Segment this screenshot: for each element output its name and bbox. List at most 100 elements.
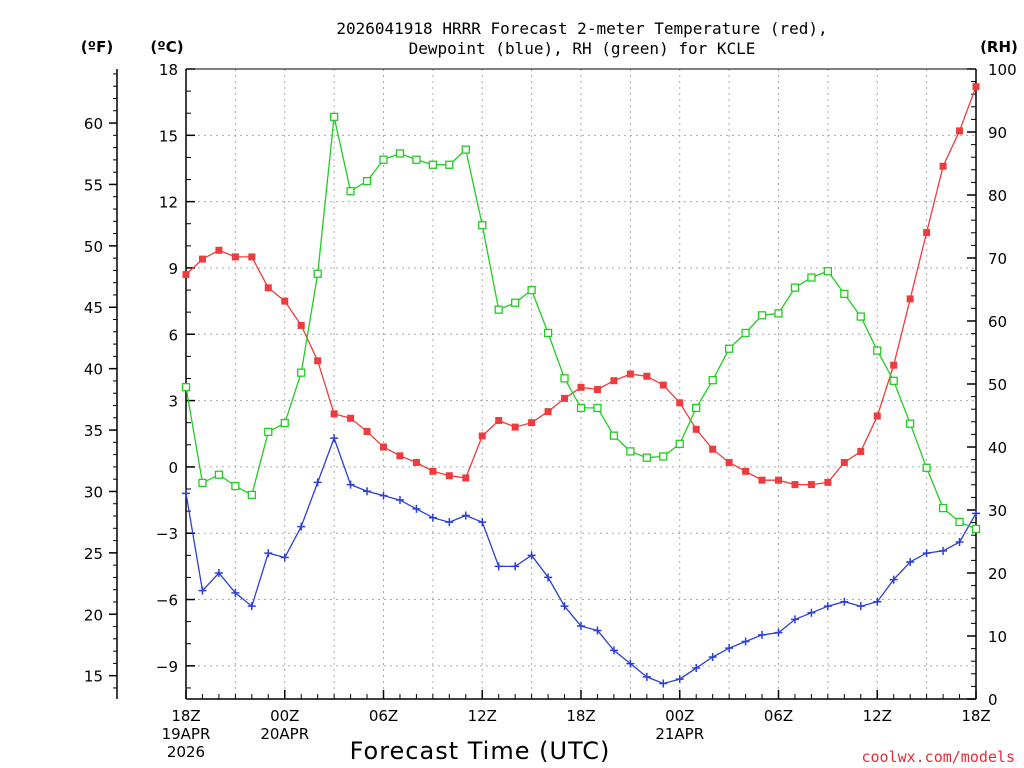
rh-tick-label: 90 xyxy=(988,124,1007,142)
data-point xyxy=(791,481,799,489)
chart-title-line2: Dewpoint (blue), RH (green) for KCLE xyxy=(409,39,756,58)
data-point xyxy=(758,630,767,639)
data-point xyxy=(923,229,931,237)
fahrenheit-tick-label: 30 xyxy=(84,483,103,501)
data-point xyxy=(724,344,734,353)
data-point xyxy=(264,549,273,558)
data-point xyxy=(675,675,684,684)
data-point xyxy=(577,622,585,631)
data-point xyxy=(593,626,602,635)
data-point xyxy=(214,470,224,479)
data-point xyxy=(231,588,240,597)
data-point xyxy=(248,253,256,261)
data-point xyxy=(363,487,372,496)
data-point xyxy=(807,481,815,489)
fahrenheit-tick-label: 20 xyxy=(84,606,103,624)
data-point xyxy=(231,253,239,261)
fahrenheit-tick-label: 60 xyxy=(84,115,103,133)
data-point xyxy=(857,447,865,455)
data-point xyxy=(429,467,437,475)
rh-tick-label: 70 xyxy=(988,250,1007,268)
data-point xyxy=(412,155,421,164)
data-point xyxy=(396,452,404,460)
data-point xyxy=(807,608,816,617)
data-point xyxy=(461,145,470,154)
data-point xyxy=(906,295,914,303)
data-point xyxy=(182,271,190,279)
data-point xyxy=(642,672,651,681)
fahrenheit-tick-label: 35 xyxy=(84,422,103,440)
data-point xyxy=(906,557,915,566)
data-point xyxy=(938,503,948,513)
data-point xyxy=(626,370,634,378)
data-point xyxy=(511,298,520,307)
data-point xyxy=(412,458,420,466)
data-point xyxy=(395,149,405,158)
data-point xyxy=(428,513,437,522)
x-axis-label: Forecast Time (UTC) xyxy=(350,737,611,765)
data-point xyxy=(971,524,981,534)
time-tick-label: 21APR xyxy=(655,725,704,743)
data-point xyxy=(840,458,848,466)
data-point xyxy=(297,368,306,377)
data-point xyxy=(231,481,240,491)
fahrenheit-tick-label: 55 xyxy=(84,176,103,194)
series-relative-humidity xyxy=(181,112,981,534)
data-point xyxy=(758,476,766,484)
data-point xyxy=(643,372,651,380)
celsius-tick-label: −3 xyxy=(156,525,178,543)
data-point xyxy=(840,289,849,299)
data-point xyxy=(889,376,898,386)
celsius-tick-label: 6 xyxy=(168,326,178,344)
chart-title-line1: 2026041918 HRRR Forecast 2-meter Tempera… xyxy=(336,19,827,38)
data-point xyxy=(478,518,487,527)
data-point xyxy=(346,480,355,489)
celsius-tick-label: 3 xyxy=(168,393,178,411)
data-point xyxy=(889,575,898,584)
data-point xyxy=(807,273,816,282)
data-point xyxy=(511,423,519,431)
data-point xyxy=(280,418,289,428)
rh-tick-label: 0 xyxy=(988,691,998,709)
data-point xyxy=(626,659,635,668)
data-point xyxy=(775,476,782,484)
data-point xyxy=(675,439,684,449)
time-tick-label: 12Z xyxy=(863,707,892,725)
data-point xyxy=(527,285,536,295)
data-point xyxy=(363,428,371,436)
data-point xyxy=(511,562,520,571)
time-tick-label: 00Z xyxy=(665,707,694,725)
data-point xyxy=(561,394,569,402)
celsius-tick-label: −6 xyxy=(156,592,178,610)
data-point xyxy=(741,637,750,646)
data-point xyxy=(330,434,339,443)
credit-label: coolwx.com/models xyxy=(861,748,1015,766)
data-point xyxy=(362,176,372,186)
data-point xyxy=(527,551,536,560)
data-point xyxy=(955,538,964,547)
data-series xyxy=(181,83,981,688)
data-point xyxy=(939,546,948,555)
data-point xyxy=(725,644,734,653)
data-point xyxy=(395,496,404,505)
data-point xyxy=(346,187,355,196)
data-point xyxy=(297,321,305,329)
data-point xyxy=(380,443,387,451)
data-point xyxy=(198,255,206,263)
data-point xyxy=(478,432,486,440)
data-point xyxy=(823,602,832,611)
time-tick-label: 18Z xyxy=(566,707,595,725)
data-point xyxy=(379,155,388,164)
data-point xyxy=(659,679,668,688)
data-point xyxy=(939,162,947,170)
data-point xyxy=(873,597,882,606)
data-point xyxy=(478,221,487,230)
fahrenheit-tick-label: 50 xyxy=(84,238,103,256)
data-point xyxy=(692,664,701,673)
series-dewpoint xyxy=(182,434,980,688)
data-point xyxy=(445,518,454,527)
